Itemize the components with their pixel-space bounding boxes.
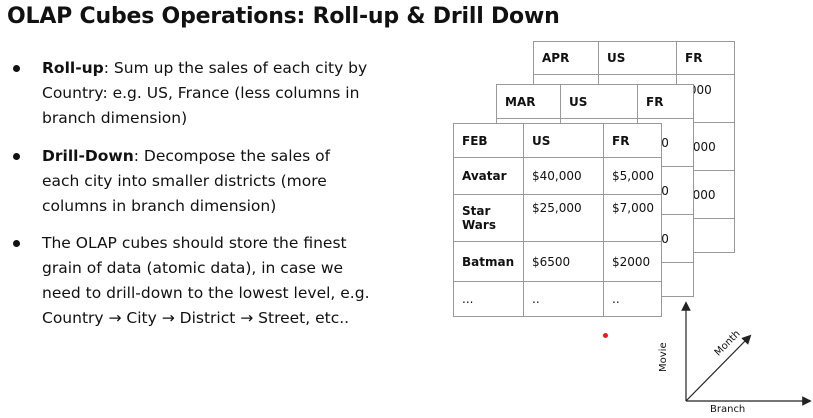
cell-us-sales: $40,000	[523, 157, 604, 195]
cell-fr-sales: ..	[603, 281, 662, 317]
cell-us-sales: ..	[523, 281, 604, 317]
bullet-dot	[13, 240, 20, 247]
cell-fr-sales: $2000	[603, 241, 662, 282]
page-title: OLAP Cubes Operations: Roll-up & Drill D…	[7, 4, 560, 29]
sheet-month-header: FEB	[453, 123, 524, 158]
marker-dot	[603, 333, 608, 338]
row-header-movie: ...	[453, 281, 524, 317]
bullet-dot	[13, 65, 20, 72]
axes-svg	[681, 301, 812, 406]
cell-fr-sales: $5,000	[603, 157, 662, 195]
cube-axes: Movie Month Branch	[658, 296, 813, 418]
bullet-description: The OLAP cubes should store the finest g…	[42, 234, 370, 327]
cell-us-sales: $6500	[523, 241, 604, 282]
bullet-term: Drill-Down	[42, 147, 134, 165]
bullet-term: Roll-up	[42, 59, 104, 77]
col-header-fr: FR	[676, 41, 735, 75]
sheet-month-header: MAR	[496, 84, 561, 119]
row-header-movie: Star Wars	[453, 194, 524, 242]
bullet-text: The OLAP cubes should store the finest g…	[42, 231, 372, 331]
col-header-fr: FR	[603, 123, 662, 158]
sheet-feb: FEB US FR Avatar $40,000 $5,000 Star War…	[453, 123, 662, 317]
axis-label-branch: Branch	[710, 404, 746, 415]
bullet-description: : Sum up the sales of each city by Count…	[42, 59, 368, 127]
bullet-text: Drill-Down: Decompose the sales of each …	[42, 144, 372, 219]
bullet-text: Roll-up: Sum up the sales of each city b…	[42, 56, 372, 131]
axis-label-movie: Movie	[658, 342, 669, 372]
col-header-us: US	[523, 123, 604, 158]
sheet-month-header: APR	[533, 41, 599, 75]
col-header-us: US	[598, 41, 677, 75]
row-header-movie: Batman	[453, 241, 524, 282]
col-header-us: US	[560, 84, 638, 119]
row-header-movie: Avatar	[453, 157, 524, 195]
cell-fr-sales: $7,000	[603, 194, 662, 242]
col-header-fr: FR	[637, 84, 694, 119]
cell-us-sales: $25,000	[523, 194, 604, 242]
month-axis-line	[685, 334, 752, 402]
bullet-description: : Decompose the sales of each city into …	[42, 147, 331, 215]
bullet-dot	[13, 153, 20, 160]
